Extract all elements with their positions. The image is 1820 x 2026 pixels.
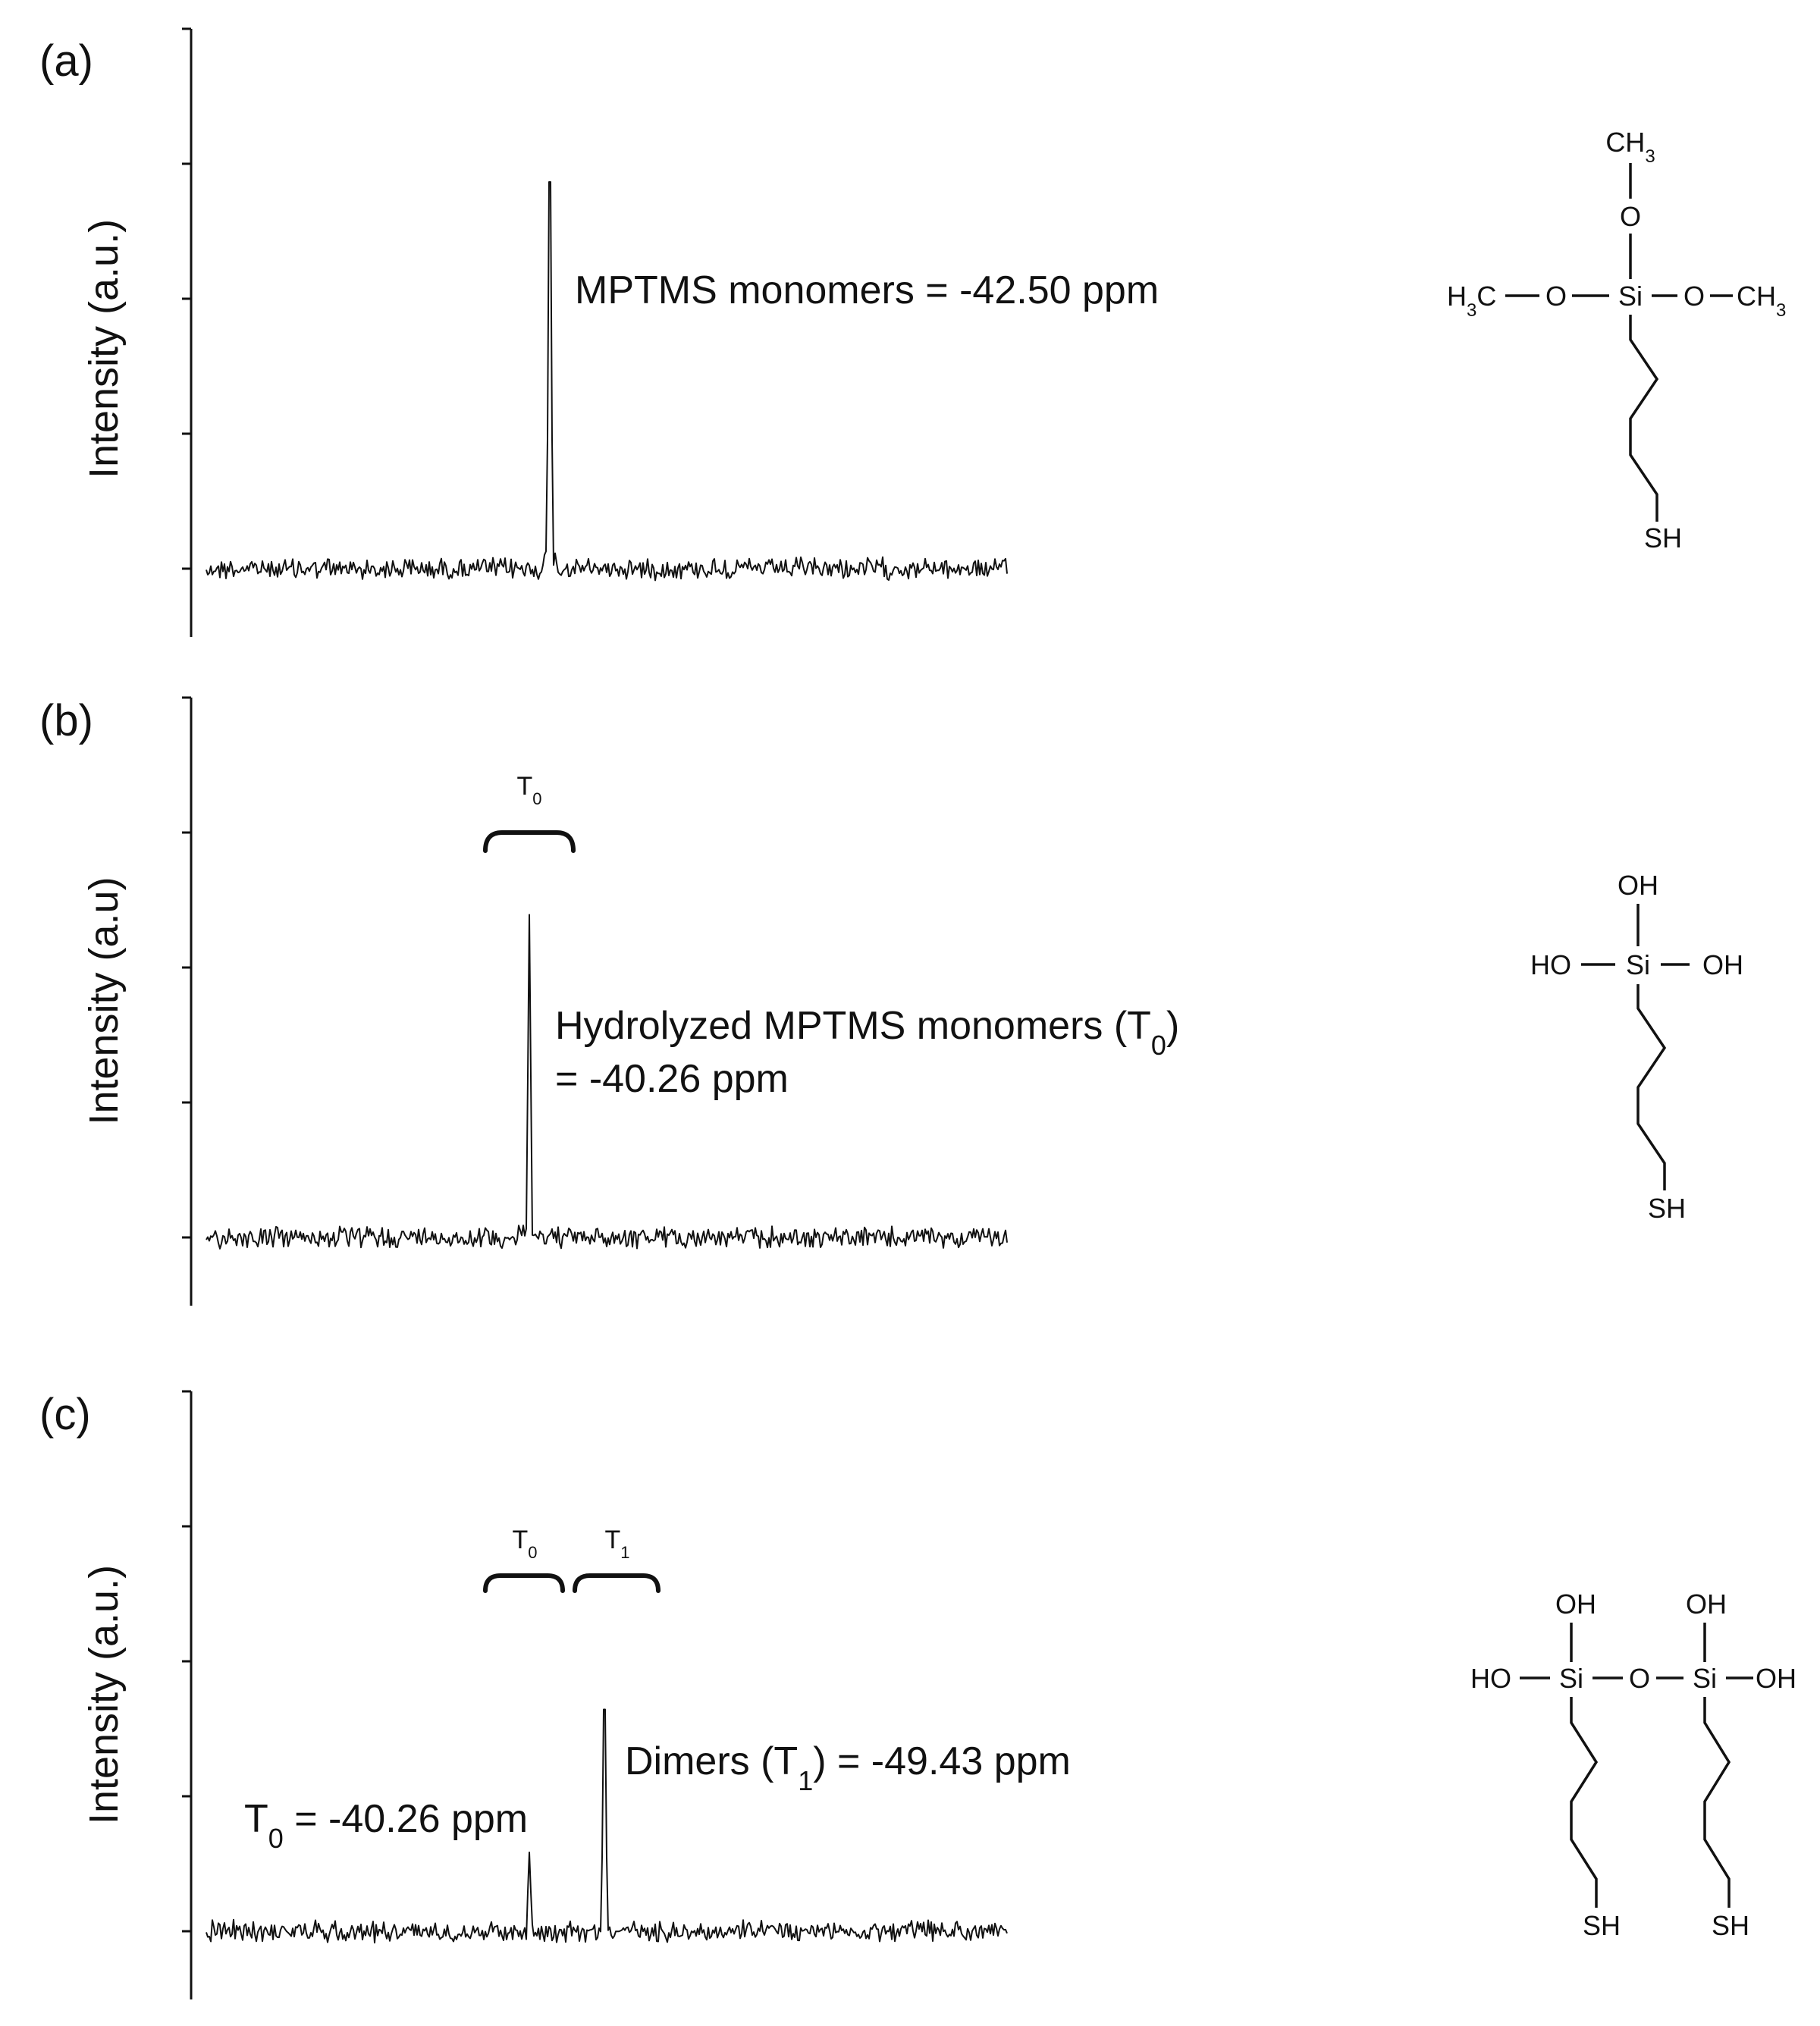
struct-b-si: Si <box>1626 949 1650 980</box>
struct-a-right-ch3: CH <box>1737 281 1776 312</box>
panel-a-label: (a) <box>39 36 93 86</box>
struct-c-oh-right: OH <box>1756 1663 1796 1694</box>
struct-a-o-left: O <box>1545 281 1567 312</box>
struct-b-sh: SH <box>1648 1193 1686 1224</box>
struct-c-oh2: OH <box>1686 1588 1727 1620</box>
panel-c-spectrum-trace <box>206 1708 1008 1944</box>
struct-a-top-ch3: CH <box>1605 127 1645 158</box>
struct-b-oh-right: OH <box>1702 949 1743 980</box>
panel-a-spectrum-trace <box>206 181 1008 582</box>
panel-b: (b) Intensity (a.u) T0 Hydrolyzed MPTMS … <box>39 696 1743 1306</box>
struct-c-sh1: SH <box>1583 1910 1621 1941</box>
svg-text:T0 = -40.26 ppm: T0 = -40.26 ppm <box>244 1797 528 1854</box>
panel-b-annotation-line1: Hydrolyzed MPTMS monomers (T <box>555 1004 1151 1048</box>
struct-b-oh-top: OH <box>1618 870 1658 901</box>
struct-c-o-mid: O <box>1629 1663 1650 1694</box>
panel-c-bracket-t1: T1 <box>573 1526 661 1593</box>
panel-c: (c) Intensity (a.u.) T0 T1 T0 = -40.26 p… <box>39 1390 1796 1999</box>
struct-a-left-h3c: H <box>1447 281 1467 312</box>
struct-b-ho-left: HO <box>1530 949 1571 980</box>
svg-text:T0: T0 <box>512 1526 537 1562</box>
struct-c-ho-left: HO <box>1470 1663 1511 1694</box>
panel-b-y-axis <box>182 696 193 1306</box>
svg-text:T0: T0 <box>516 772 541 808</box>
panel-c-annotation-t1: Dimers (T <box>625 1739 798 1783</box>
svg-text:CH3: CH3 <box>1605 127 1655 167</box>
panel-a-structure: CH3 O H3C O Si O CH3 SH <box>1447 127 1786 554</box>
svg-text:H3C: H3C <box>1447 281 1496 321</box>
panel-c-label: (c) <box>39 1390 91 1439</box>
struct-c-si2: Si <box>1693 1663 1717 1694</box>
svg-text:T1: T1 <box>604 1526 629 1562</box>
panel-c-y-label: Intensity (a.u.) <box>81 1565 127 1824</box>
panel-b-bracket-t0: T0 <box>483 772 576 853</box>
panel-a-y-axis <box>182 27 193 637</box>
struct-c-si1: Si <box>1559 1663 1583 1694</box>
panel-b-y-label: Intensity (a.u) <box>81 877 127 1124</box>
struct-c-oh1: OH <box>1555 1588 1596 1620</box>
svg-text:Dimers (T1) = -49.43 ppm: Dimers (T1) = -49.43 ppm <box>625 1739 1071 1796</box>
svg-text:Hydrolyzed MPTMS monomers (T0): Hydrolyzed MPTMS monomers (T0) <box>555 1004 1179 1061</box>
panel-a-peak-annotation: MPTMS monomers = -42.50 ppm <box>575 268 1159 312</box>
panel-c-bracket-t1-label: T <box>604 1526 620 1554</box>
panel-a: (a) Intensity (a.u.) MPTMS monomers = -4… <box>39 27 1786 637</box>
panel-c-annotation-t0: T <box>244 1797 268 1841</box>
struct-a-si: Si <box>1618 281 1643 312</box>
panel-c-structure: OH OH HO Si O Si OH SH SH <box>1470 1588 1796 1941</box>
panel-c-bracket-t0: T0 <box>483 1526 565 1593</box>
panel-b-annotation-line2: = -40.26 ppm <box>555 1057 789 1101</box>
panel-c-y-axis <box>182 1390 193 1999</box>
panel-c-bracket-t0-label: T <box>512 1526 528 1554</box>
panel-b-label: (b) <box>39 696 93 745</box>
panel-b-structure: OH HO Si OH SH <box>1530 870 1743 1224</box>
panel-b-spectrum-trace <box>206 914 1008 1250</box>
struct-a-o-right: O <box>1684 281 1705 312</box>
panel-b-bracket-t0-label: T <box>516 772 532 801</box>
struct-a-sh: SH <box>1644 522 1682 554</box>
panel-a-y-label: Intensity (a.u.) <box>81 219 127 478</box>
svg-text:CH3: CH3 <box>1737 281 1786 321</box>
struct-a-o-top: O <box>1620 201 1641 232</box>
struct-c-sh2: SH <box>1712 1910 1749 1941</box>
